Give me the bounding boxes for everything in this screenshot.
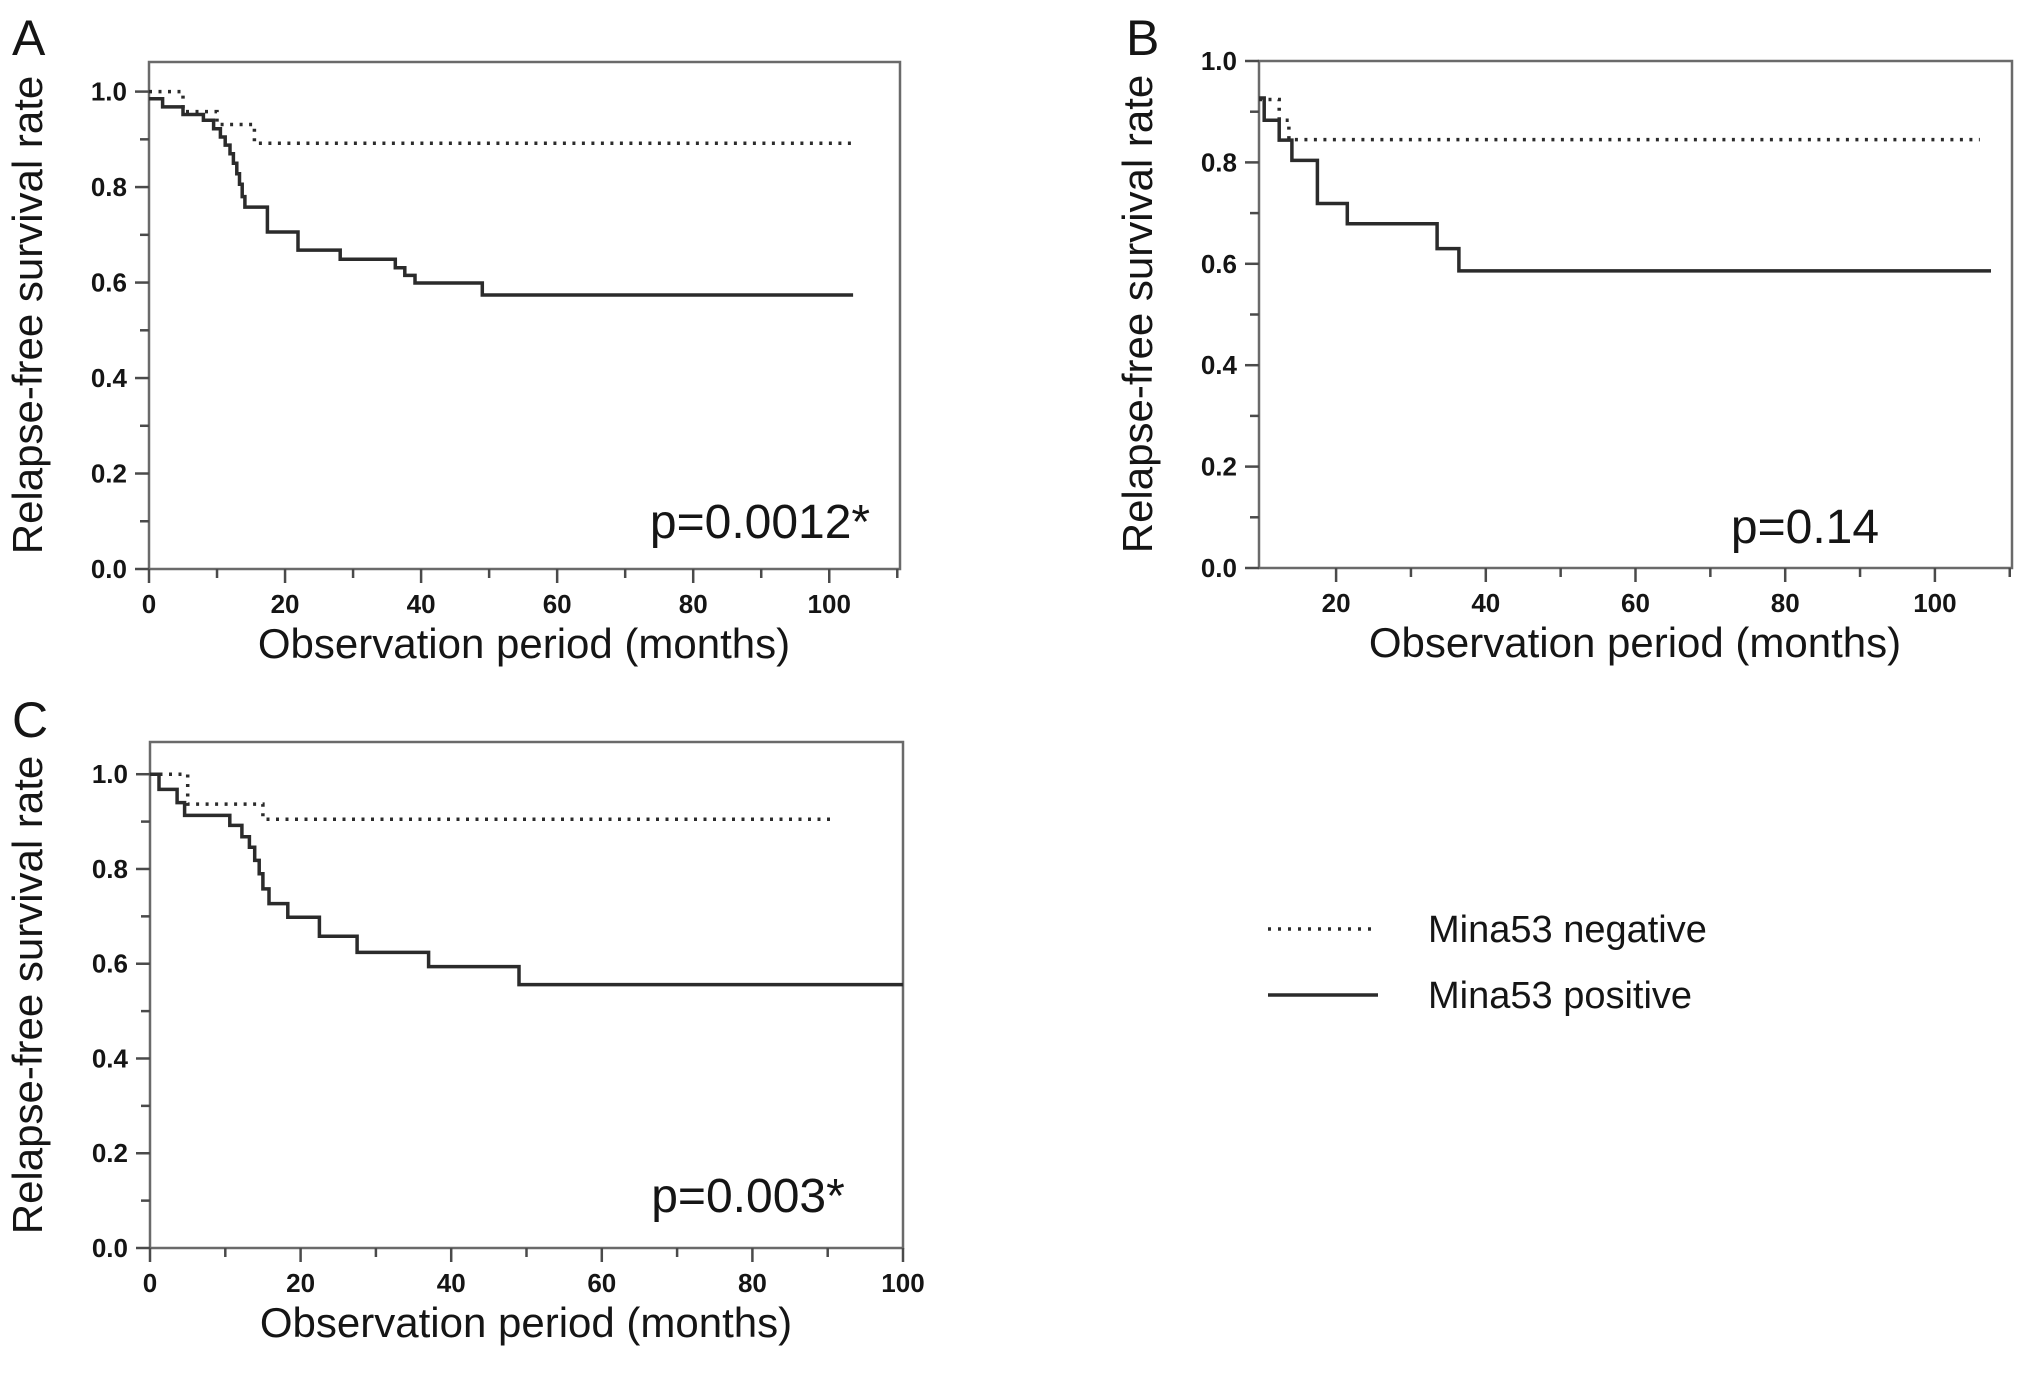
y-tick-label: 0.6 — [92, 949, 128, 979]
survival-curve-positive — [150, 772, 903, 987]
y-tick-label: 0.6 — [1201, 249, 1237, 279]
panel-A: A 0 20 40 60 80 100 0.0 0.2 0.4 0.6 0.8 1.0 p=0.001… — [4, 10, 902, 667]
y-tick-label: 0.4 — [92, 1043, 129, 1073]
plot-area-B — [1257, 59, 2014, 570]
y-tick-label: 0.8 — [92, 854, 128, 884]
survival-curve-negative — [1259, 97, 1980, 142]
y-tick-label: 0.2 — [92, 1138, 128, 1168]
x-tick-label: 100 — [1913, 588, 1956, 618]
x-tick-label: 20 — [1322, 588, 1351, 618]
y-tick-label: 0.0 — [91, 554, 127, 584]
x-axis-title-A: Observation period (months) — [258, 620, 790, 667]
survival-curves-B — [1259, 96, 1991, 273]
legend-label-positive: Mina53 positive — [1428, 975, 1692, 1017]
survival-curve-positive — [1259, 96, 1991, 273]
axis-ticks-A: 0 20 40 60 80 100 0.0 0.2 0.4 0.6 0.8 1.0 — [91, 77, 899, 619]
x-axis-title-B: Observation period (months) — [1369, 619, 1901, 666]
x-tick-label: 0 — [143, 1268, 157, 1298]
x-tick-label: 40 — [437, 1268, 466, 1298]
x-axis-title-C: Observation period (months) — [260, 1299, 792, 1346]
x-tick-label: 20 — [286, 1268, 315, 1298]
y-tick-label: 1.0 — [1201, 46, 1237, 76]
y-axis-title-C: Relapse-free survival rate — [4, 756, 51, 1235]
y-tick-label: 1.0 — [92, 759, 128, 789]
legend: Mina53 negative Mina53 positive — [1268, 909, 1707, 1017]
y-tick-label: 0.0 — [1201, 553, 1237, 583]
axis-ticks-B: 20 40 60 80 100 0.0 0.2 0.4 0.6 0.8 1.0 — [1201, 46, 2012, 618]
panel-C: C 0 20 40 60 80 100 0.0 0.2 0.4 0.6 0.8 1.0 p=0.003… — [4, 692, 925, 1346]
y-tick-label: 0.2 — [1201, 452, 1237, 482]
survival-curves-C — [150, 772, 903, 987]
panel-B: B 20 40 60 80 100 0.0 0.2 0.4 0.6 0.8 1.0 p=0.14 O… — [1114, 10, 2014, 666]
panel-letter-C: C — [12, 692, 48, 748]
panel-letter-B: B — [1126, 10, 1159, 66]
survival-curves-A — [149, 89, 857, 297]
y-tick-label: 0.6 — [91, 268, 127, 298]
y-tick-label: 0.8 — [91, 172, 127, 202]
x-tick-label: 100 — [808, 589, 851, 619]
y-tick-label: 0.4 — [1201, 350, 1238, 380]
x-tick-label: 60 — [1621, 588, 1650, 618]
x-tick-label: 80 — [1771, 588, 1800, 618]
survival-curve-negative — [149, 89, 857, 145]
legend-label-negative: Mina53 negative — [1428, 909, 1707, 951]
x-tick-label: 40 — [407, 589, 436, 619]
y-axis-title-B: Relapse-free survival rate — [1114, 75, 1161, 554]
x-tick-label: 80 — [679, 589, 708, 619]
p-value-B: p=0.14 — [1731, 501, 1879, 554]
y-axis-title-A: Relapse-free survival rate — [4, 76, 51, 555]
survival-curve-negative — [150, 772, 836, 821]
x-tick-label: 0 — [142, 589, 156, 619]
x-tick-label: 20 — [271, 589, 300, 619]
plot-area-A — [147, 60, 902, 571]
x-tick-label: 40 — [1471, 588, 1500, 618]
y-tick-label: 0.8 — [1201, 147, 1237, 177]
y-tick-label: 0.2 — [91, 459, 127, 489]
x-tick-label: 60 — [587, 1268, 616, 1298]
p-value-A: p=0.0012* — [650, 496, 870, 549]
y-tick-label: 1.0 — [91, 77, 127, 107]
y-tick-label: 0.4 — [91, 363, 128, 393]
x-tick-label: 80 — [738, 1268, 767, 1298]
axis-ticks-C: 0 20 40 60 80 100 0.0 0.2 0.4 0.6 0.8 1.0 — [92, 759, 925, 1298]
survival-curve-positive — [149, 97, 854, 297]
panel-letter-A: A — [12, 10, 46, 66]
y-tick-label: 0.0 — [92, 1233, 128, 1263]
x-tick-label: 60 — [543, 589, 572, 619]
p-value-C: p=0.003* — [651, 1170, 845, 1223]
x-tick-label: 100 — [881, 1268, 924, 1298]
